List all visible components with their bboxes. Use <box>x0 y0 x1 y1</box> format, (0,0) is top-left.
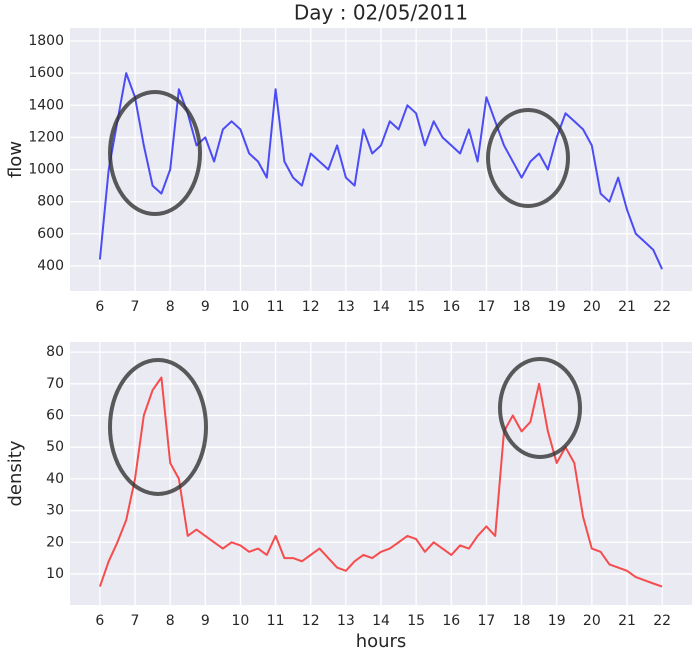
y-axis-label: density <box>5 440 26 506</box>
x-tick-label: 7 <box>131 299 140 315</box>
x-tick-label: 13 <box>337 299 355 315</box>
x-tick-label: 9 <box>201 613 210 629</box>
x-tick-label: 11 <box>267 613 285 629</box>
y-tick-label: 400 <box>37 258 64 274</box>
y-tick-label: 1200 <box>28 129 64 145</box>
x-tick-label: 19 <box>548 613 566 629</box>
x-tick-label: 15 <box>407 613 425 629</box>
y-tick-label: 50 <box>46 439 64 455</box>
x-tick-label: 18 <box>513 299 531 315</box>
y-tick-label: 1000 <box>28 162 64 178</box>
data-line <box>98 72 664 270</box>
plots: 6 7 8 9 10 11 12 13 14 15 16 17 18 19 20 21 22 400 600 800 1… <box>5 1 692 652</box>
annotation-circle <box>108 358 208 496</box>
x-tick-label: 22 <box>653 299 671 315</box>
data-line <box>98 376 663 588</box>
y-tick-label: 1400 <box>28 97 64 113</box>
x-tick-label: 16 <box>442 613 460 629</box>
x-tick-label: 6 <box>95 299 104 315</box>
x-tick-label: 20 <box>583 299 601 315</box>
x-tick-label: 7 <box>131 613 140 629</box>
x-tick-label: 11 <box>267 299 285 315</box>
x-tick-label: 13 <box>337 613 355 629</box>
x-tick-label: 17 <box>478 613 496 629</box>
y-axis-label: flow <box>5 141 26 178</box>
x-tick-label: 16 <box>442 299 460 315</box>
y-tick-label: 800 <box>37 194 64 210</box>
x-tick-label: 10 <box>232 299 250 315</box>
annotation-circle <box>108 90 202 216</box>
x-tick-label: 12 <box>302 613 320 629</box>
x-tick-label: 19 <box>548 299 566 315</box>
y-tick-label: 60 <box>46 408 64 424</box>
x-tick-label: 14 <box>372 299 390 315</box>
x-tick-label: 9 <box>201 299 210 315</box>
chart-title: Day : 02/05/2011 <box>294 1 468 25</box>
x-tick-label: 22 <box>653 613 671 629</box>
x-tick-label: 21 <box>618 613 636 629</box>
x-tick-label: 15 <box>407 299 425 315</box>
y-tick-label: 10 <box>46 566 64 582</box>
x-tick-label: 20 <box>583 613 601 629</box>
y-tick-label: 1800 <box>28 33 64 49</box>
x-tick-label: 17 <box>478 299 496 315</box>
x-tick-label: 12 <box>302 299 320 315</box>
y-tick-label: 30 <box>46 503 64 519</box>
x-tick-label: 8 <box>166 613 175 629</box>
x-tick-label: 18 <box>513 613 531 629</box>
x-tick-label: 21 <box>618 299 636 315</box>
y-tick-label: 80 <box>46 344 64 360</box>
y-tick-label: 40 <box>46 471 64 487</box>
x-axis-label: hours <box>356 631 407 652</box>
y-tick-label: 70 <box>46 376 64 392</box>
y-tick-label: 20 <box>46 534 64 550</box>
y-tick-label: 1600 <box>28 65 64 81</box>
annotation-circle <box>486 108 570 208</box>
x-tick-label: 14 <box>372 613 390 629</box>
y-tick-label: 600 <box>37 226 64 242</box>
x-tick-label: 8 <box>166 299 175 315</box>
x-tick-label: 10 <box>232 613 250 629</box>
annotation-circle <box>498 357 582 459</box>
annotations <box>108 90 582 496</box>
x-tick-label: 6 <box>95 613 104 629</box>
